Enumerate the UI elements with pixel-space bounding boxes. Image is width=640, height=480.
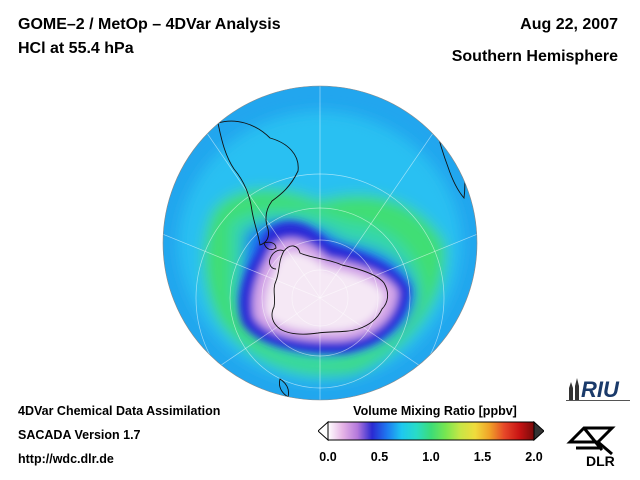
colorbar-tick-label: 0.0 — [319, 450, 337, 464]
dlr-logo: DLR — [566, 426, 616, 469]
colorbar — [318, 420, 544, 442]
coastline-tierra-del-fuego — [263, 241, 277, 251]
riu-cathedral-icon — [569, 378, 579, 400]
colorbar-title: Volume Mixing Ratio [ppbv] — [353, 404, 517, 418]
globe-outline — [162, 85, 478, 401]
colorbar-tick-label: 1.5 — [473, 450, 492, 464]
colorbar-tick-label: 2.0 — [525, 450, 543, 464]
riu-logo: RIU — [566, 377, 630, 402]
map-subtitle: HCl at 55.4 hPa — [18, 40, 134, 57]
map-title: GOME–2 / MetOp – 4DVar Analysis — [18, 16, 281, 33]
hemisphere-label: Southern Hemisphere — [451, 48, 618, 65]
southern-hemisphere-globe — [162, 85, 478, 401]
footer-line-2: SACADA Version 1.7 — [18, 428, 141, 442]
dlr-logo-text: DLR — [586, 453, 615, 469]
dlr-symbol-icon — [566, 426, 616, 456]
riu-logo-text: RIU — [581, 377, 620, 402]
colorbar-tick-label: 1.0 — [422, 450, 440, 464]
colorbar-gradient — [327, 421, 535, 441]
coastline-south-america — [217, 120, 299, 246]
footer-url: http://wdc.dlr.de — [18, 452, 114, 466]
coastline-antarctic-peninsula — [269, 249, 285, 270]
map-date: Aug 22, 2007 — [520, 16, 618, 33]
coastline-antarctica — [271, 245, 389, 335]
colorbar-tick-label: 0.5 — [370, 450, 389, 464]
footer-line-1: 4DVar Chemical Data Assimilation — [18, 404, 221, 418]
colorbar-right-arrow — [533, 420, 544, 442]
colorbar-left-arrow — [318, 420, 329, 442]
